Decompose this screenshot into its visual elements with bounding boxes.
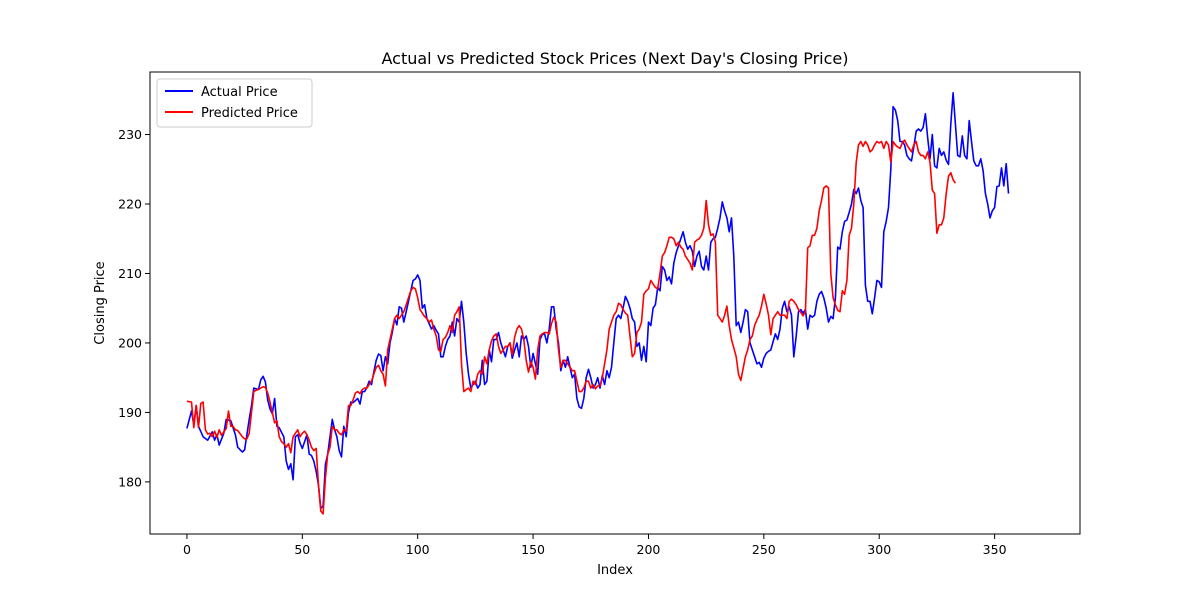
series-line-actual-price bbox=[186, 92, 1010, 510]
plot-frame bbox=[149, 71, 1081, 535]
x-tick-label: 250 bbox=[752, 542, 776, 557]
x-tick-label: 150 bbox=[521, 542, 545, 557]
series-line-predicted-price bbox=[186, 139, 957, 515]
legend-label-actual: Actual Price bbox=[201, 85, 278, 100]
series-layer bbox=[186, 92, 1010, 515]
y-tick-label: 230 bbox=[118, 127, 142, 142]
y-tick-label: 190 bbox=[118, 405, 142, 420]
x-tick-label: 100 bbox=[406, 542, 430, 557]
plot-area bbox=[149, 71, 1081, 535]
y-tick-label: 220 bbox=[118, 197, 142, 212]
legend-box bbox=[156, 78, 313, 128]
legend-label-predicted: Predicted Price bbox=[201, 106, 298, 121]
x-tick-label: 0 bbox=[183, 542, 191, 557]
x-tick-label: 200 bbox=[637, 542, 661, 557]
x-tick-label: 300 bbox=[867, 542, 891, 557]
y-axis-label: Closing Price bbox=[93, 261, 108, 344]
legend: Actual Price Predicted Price bbox=[156, 78, 313, 128]
x-axis: 0 50 100 150 200 250 300 350 bbox=[183, 534, 1007, 557]
y-axis: 180 190 200 210 220 230 bbox=[118, 127, 150, 489]
y-tick-label: 180 bbox=[118, 474, 142, 489]
y-tick-label: 200 bbox=[118, 335, 142, 350]
x-tick-label: 350 bbox=[983, 542, 1007, 557]
x-axis-label: Index bbox=[597, 563, 633, 578]
chart-title: Actual vs Predicted Stock Prices (Next D… bbox=[382, 49, 849, 68]
y-tick-label: 210 bbox=[118, 266, 142, 281]
x-tick-label: 50 bbox=[294, 542, 310, 557]
